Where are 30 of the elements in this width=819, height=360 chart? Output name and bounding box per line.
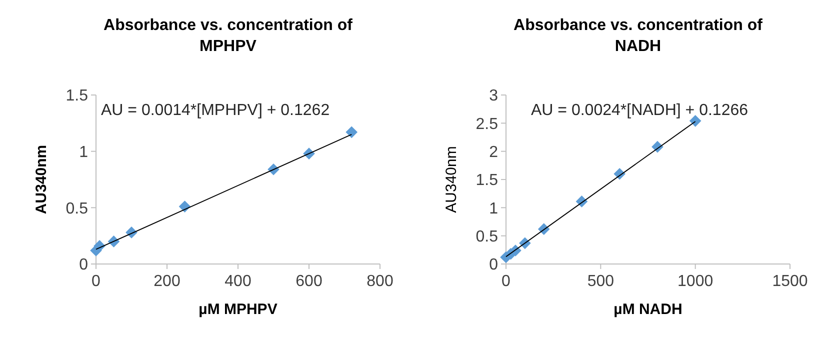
y-tick-label: 1 — [79, 144, 88, 161]
x-tick-label: 600 — [296, 273, 322, 290]
x-axis-title: µM MPHPV — [198, 301, 278, 318]
y-axis-title: AU340nm — [33, 144, 50, 214]
x-tick-label: 800 — [366, 273, 394, 290]
point — [689, 115, 702, 127]
point — [346, 126, 358, 138]
x-tick-label: 1000 — [678, 273, 714, 290]
y-tick-label: 1.5 — [476, 172, 498, 190]
chart-title: Absorbance vs. concentration of MPHPV — [104, 17, 354, 55]
x-axis-title: µM NADH — [614, 301, 682, 318]
y-tick-label: 1.5 — [66, 88, 88, 105]
x-tick-label: 0 — [502, 273, 511, 290]
annotation: AU = 0.0024*[NADH] + 0.1266 — [531, 102, 748, 119]
y-tick-label: 0 — [79, 256, 88, 274]
x-tick-label: 500 — [587, 273, 614, 290]
y-tick-label: 3 — [489, 88, 498, 105]
y-tick-label: 0.5 — [476, 228, 498, 246]
x-tick-label: 200 — [154, 273, 180, 290]
y-tick-label: 0 — [489, 256, 498, 274]
y-tick-label: 2 — [489, 144, 498, 161]
y-tick-label: 1 — [489, 200, 498, 218]
annotation: AU = 0.0014*[MPHPV] + 0.1262 — [101, 102, 330, 119]
x-tick-label: 0 — [92, 273, 101, 290]
y-axis-title: AU340nm — [443, 146, 460, 213]
x-tick-label: 400 — [224, 273, 252, 290]
y-tick-label: 0.5 — [66, 200, 88, 218]
x-tick-label: 1500 — [772, 273, 808, 290]
y-tick-label: 2.5 — [476, 116, 498, 133]
chart-title: Absorbance vs. concentration of NADH — [514, 17, 764, 55]
